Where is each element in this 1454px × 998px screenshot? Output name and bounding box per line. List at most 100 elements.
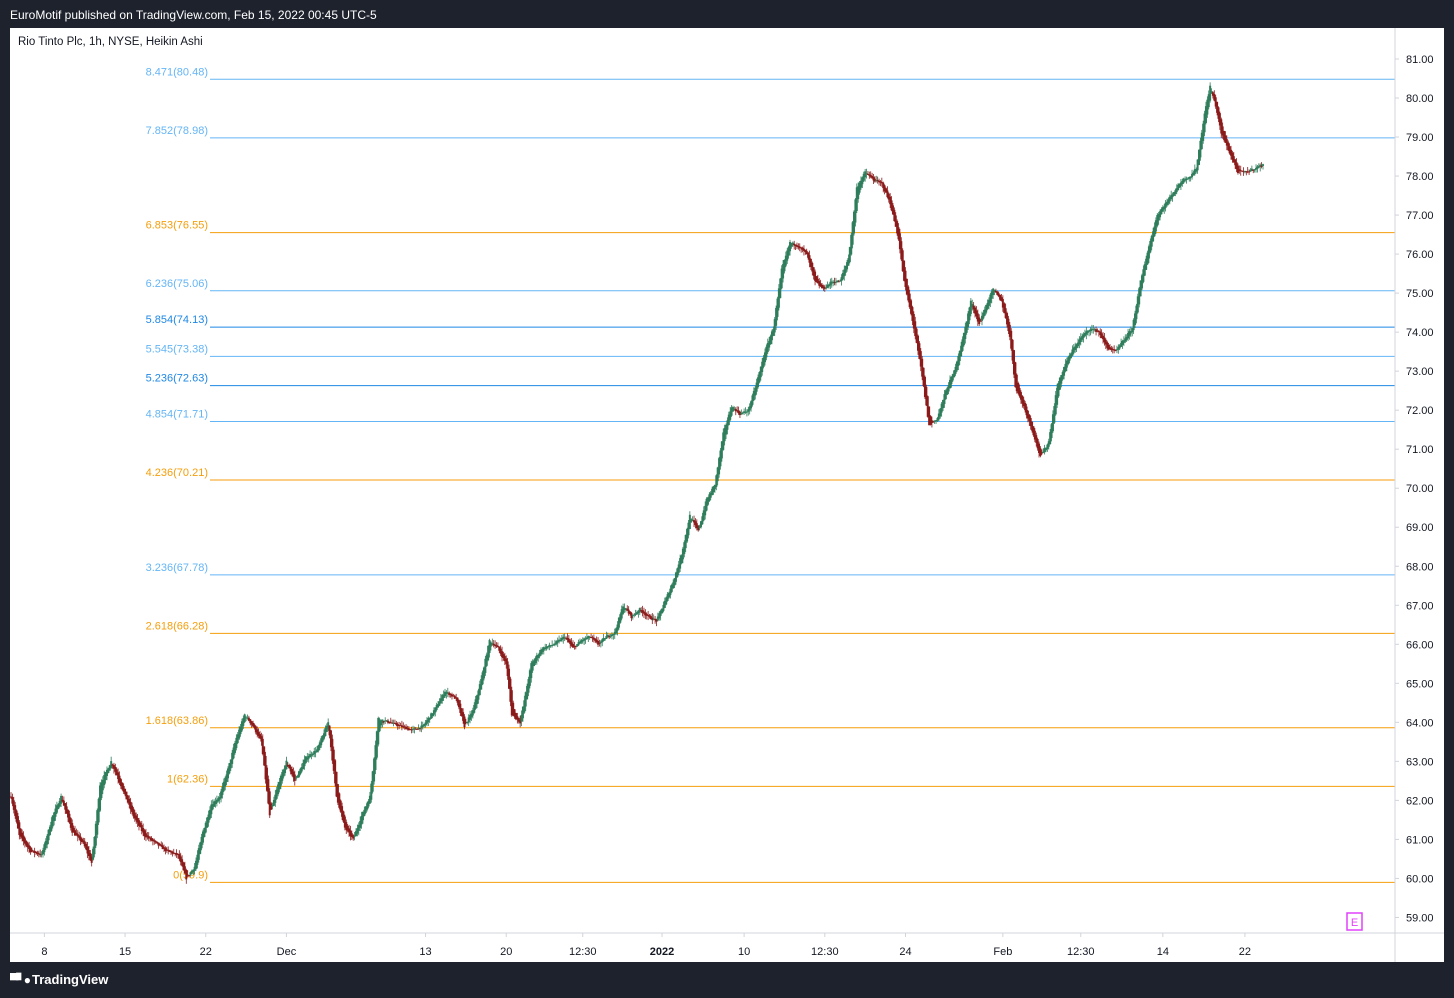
candle-body: [763, 352, 766, 363]
candle-body: [423, 724, 426, 727]
candle-body: [14, 805, 17, 816]
candle-body: [318, 742, 321, 749]
candle-body: [35, 851, 38, 854]
candle-body: [983, 309, 986, 316]
candle-body: [594, 638, 597, 641]
fib-label: 5.854(74.13): [146, 314, 208, 326]
x-tick-label: 22: [200, 946, 212, 958]
candle-body: [213, 801, 216, 807]
candle-body: [613, 631, 616, 635]
candle-body: [741, 412, 744, 414]
candle-body: [1106, 342, 1109, 348]
candle-body: [1236, 165, 1239, 173]
candle-body: [105, 769, 108, 777]
candle-body: [250, 721, 253, 725]
candle-body: [1188, 177, 1191, 179]
candle-body: [405, 726, 408, 730]
x-tick-label: 10: [738, 946, 750, 958]
earnings-marker[interactable]: E: [1346, 912, 1363, 931]
candle-body: [122, 786, 125, 792]
candle-body: [176, 853, 179, 855]
candle-body: [999, 294, 1002, 300]
earnings-marker-box[interactable]: [1346, 912, 1363, 931]
fib-label: 5.545(73.38): [146, 343, 208, 355]
candle-body: [1072, 347, 1075, 353]
candle-body: [466, 722, 469, 724]
candle-body: [1079, 337, 1082, 342]
y-tick-label: 79.00: [1406, 132, 1434, 144]
candle-body: [391, 722, 394, 724]
candle-body: [304, 756, 307, 763]
candle-body: [271, 805, 274, 807]
candle-body: [73, 830, 76, 836]
candle-body: [644, 612, 647, 616]
candle-body: [932, 421, 935, 423]
candle-body: [169, 851, 172, 853]
candle-body: [498, 646, 501, 651]
candle-body: [559, 639, 562, 641]
candle-body: [990, 291, 993, 299]
candle-body: [430, 713, 433, 719]
candle-body: [18, 822, 21, 836]
candle-body: [435, 704, 438, 710]
candle-body: [323, 733, 325, 739]
candle-body: [185, 869, 188, 880]
candle-body: [847, 258, 850, 266]
candle-body: [47, 829, 50, 841]
candle-body: [975, 310, 978, 317]
candle-body: [467, 717, 470, 723]
candle-body: [729, 411, 732, 420]
candle-body: [878, 180, 881, 183]
candle-body: [1147, 246, 1150, 259]
candle-body: [907, 286, 910, 301]
candle-body: [1046, 444, 1049, 449]
candle-body: [1049, 432, 1052, 445]
y-tick-label: 66.00: [1406, 639, 1434, 651]
candle-body: [827, 284, 830, 287]
price-chart[interactable]: 8.471(80.48) 7.852(78.98) 6.853(76.55) 6.23…: [10, 28, 1444, 962]
candle-body: [1032, 426, 1035, 436]
candle-body: [587, 636, 590, 639]
candle-body: [1256, 166, 1259, 169]
candle-body: [944, 390, 947, 400]
candle-body: [317, 745, 320, 751]
fib-label: 6.853(76.55): [146, 220, 208, 232]
candle-body: [585, 637, 588, 640]
y-tick-label: 59.00: [1406, 912, 1434, 924]
candle-body: [537, 654, 540, 658]
chart-frame[interactable]: 8.471(80.48) 7.852(78.98) 6.853(76.55) 6.23…: [10, 28, 1444, 962]
candle-body: [750, 401, 753, 409]
candle-body: [502, 654, 505, 658]
candle-body: [1022, 399, 1025, 407]
candle-body: [364, 806, 367, 813]
candle-body: [64, 803, 67, 810]
candle-body: [1024, 402, 1027, 411]
candle-body: [805, 250, 808, 255]
candle-body: [925, 386, 928, 406]
fib-label: 3.236(67.78): [146, 562, 208, 574]
y-tick-label: 74.00: [1406, 327, 1434, 339]
candle-body: [229, 759, 232, 769]
candle-body: [328, 725, 331, 736]
candle-body: [1177, 184, 1180, 191]
candle-body: [1047, 441, 1050, 447]
candle-body: [569, 640, 572, 645]
candle-body: [891, 205, 894, 215]
candle-body: [153, 840, 156, 842]
candle-body: [534, 657, 537, 664]
candle-body: [147, 836, 150, 839]
candle-body: [396, 724, 399, 727]
candle-body: [201, 831, 204, 843]
candle-body: [459, 703, 462, 713]
candle-body: [80, 838, 83, 843]
tradingview-logo[interactable]: ▀▘● TradingView: [10, 972, 108, 987]
candle-body: [463, 716, 466, 728]
candle-body: [754, 387, 757, 396]
candle-body: [252, 722, 255, 727]
candle-body: [118, 775, 121, 783]
candle-body: [496, 645, 499, 648]
candle-body: [107, 768, 110, 773]
candle-body: [1140, 275, 1143, 289]
fib-label: 4.236(70.21): [146, 467, 208, 479]
candle-body: [99, 785, 102, 811]
